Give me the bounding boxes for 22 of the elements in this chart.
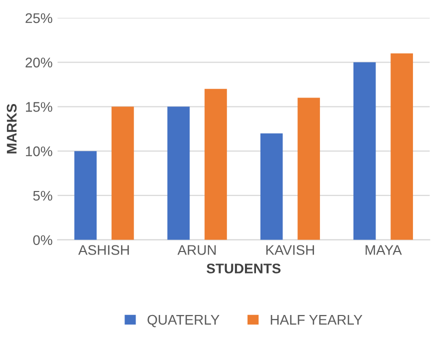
bar xyxy=(390,53,413,240)
x-tick-label: ASHISH xyxy=(78,245,129,255)
y-tick-label: 20% xyxy=(26,58,52,68)
y-tick-label: 10% xyxy=(26,146,52,156)
legend-label: QUATERLY xyxy=(148,314,220,328)
bar xyxy=(260,133,283,240)
bar xyxy=(353,62,376,240)
y-tick-label: 5% xyxy=(33,190,52,201)
y-tick-label: 25% xyxy=(26,13,52,24)
y-tick-label: 15% xyxy=(26,102,52,112)
bar xyxy=(74,151,97,240)
x-tick-label: MAYA xyxy=(366,245,402,255)
legend-label: HALF YEARLY xyxy=(270,315,362,325)
x-tick-label: KAVISH xyxy=(266,245,314,255)
bar xyxy=(112,106,134,240)
y-tick-label: 0% xyxy=(33,235,52,246)
x-axis-title: STUDENTS xyxy=(206,264,281,274)
y-axis-title: MARKS xyxy=(6,104,17,154)
x-tick-label: ARUN xyxy=(177,245,216,255)
bar xyxy=(298,98,320,240)
bar xyxy=(204,88,227,240)
bar xyxy=(167,106,190,240)
